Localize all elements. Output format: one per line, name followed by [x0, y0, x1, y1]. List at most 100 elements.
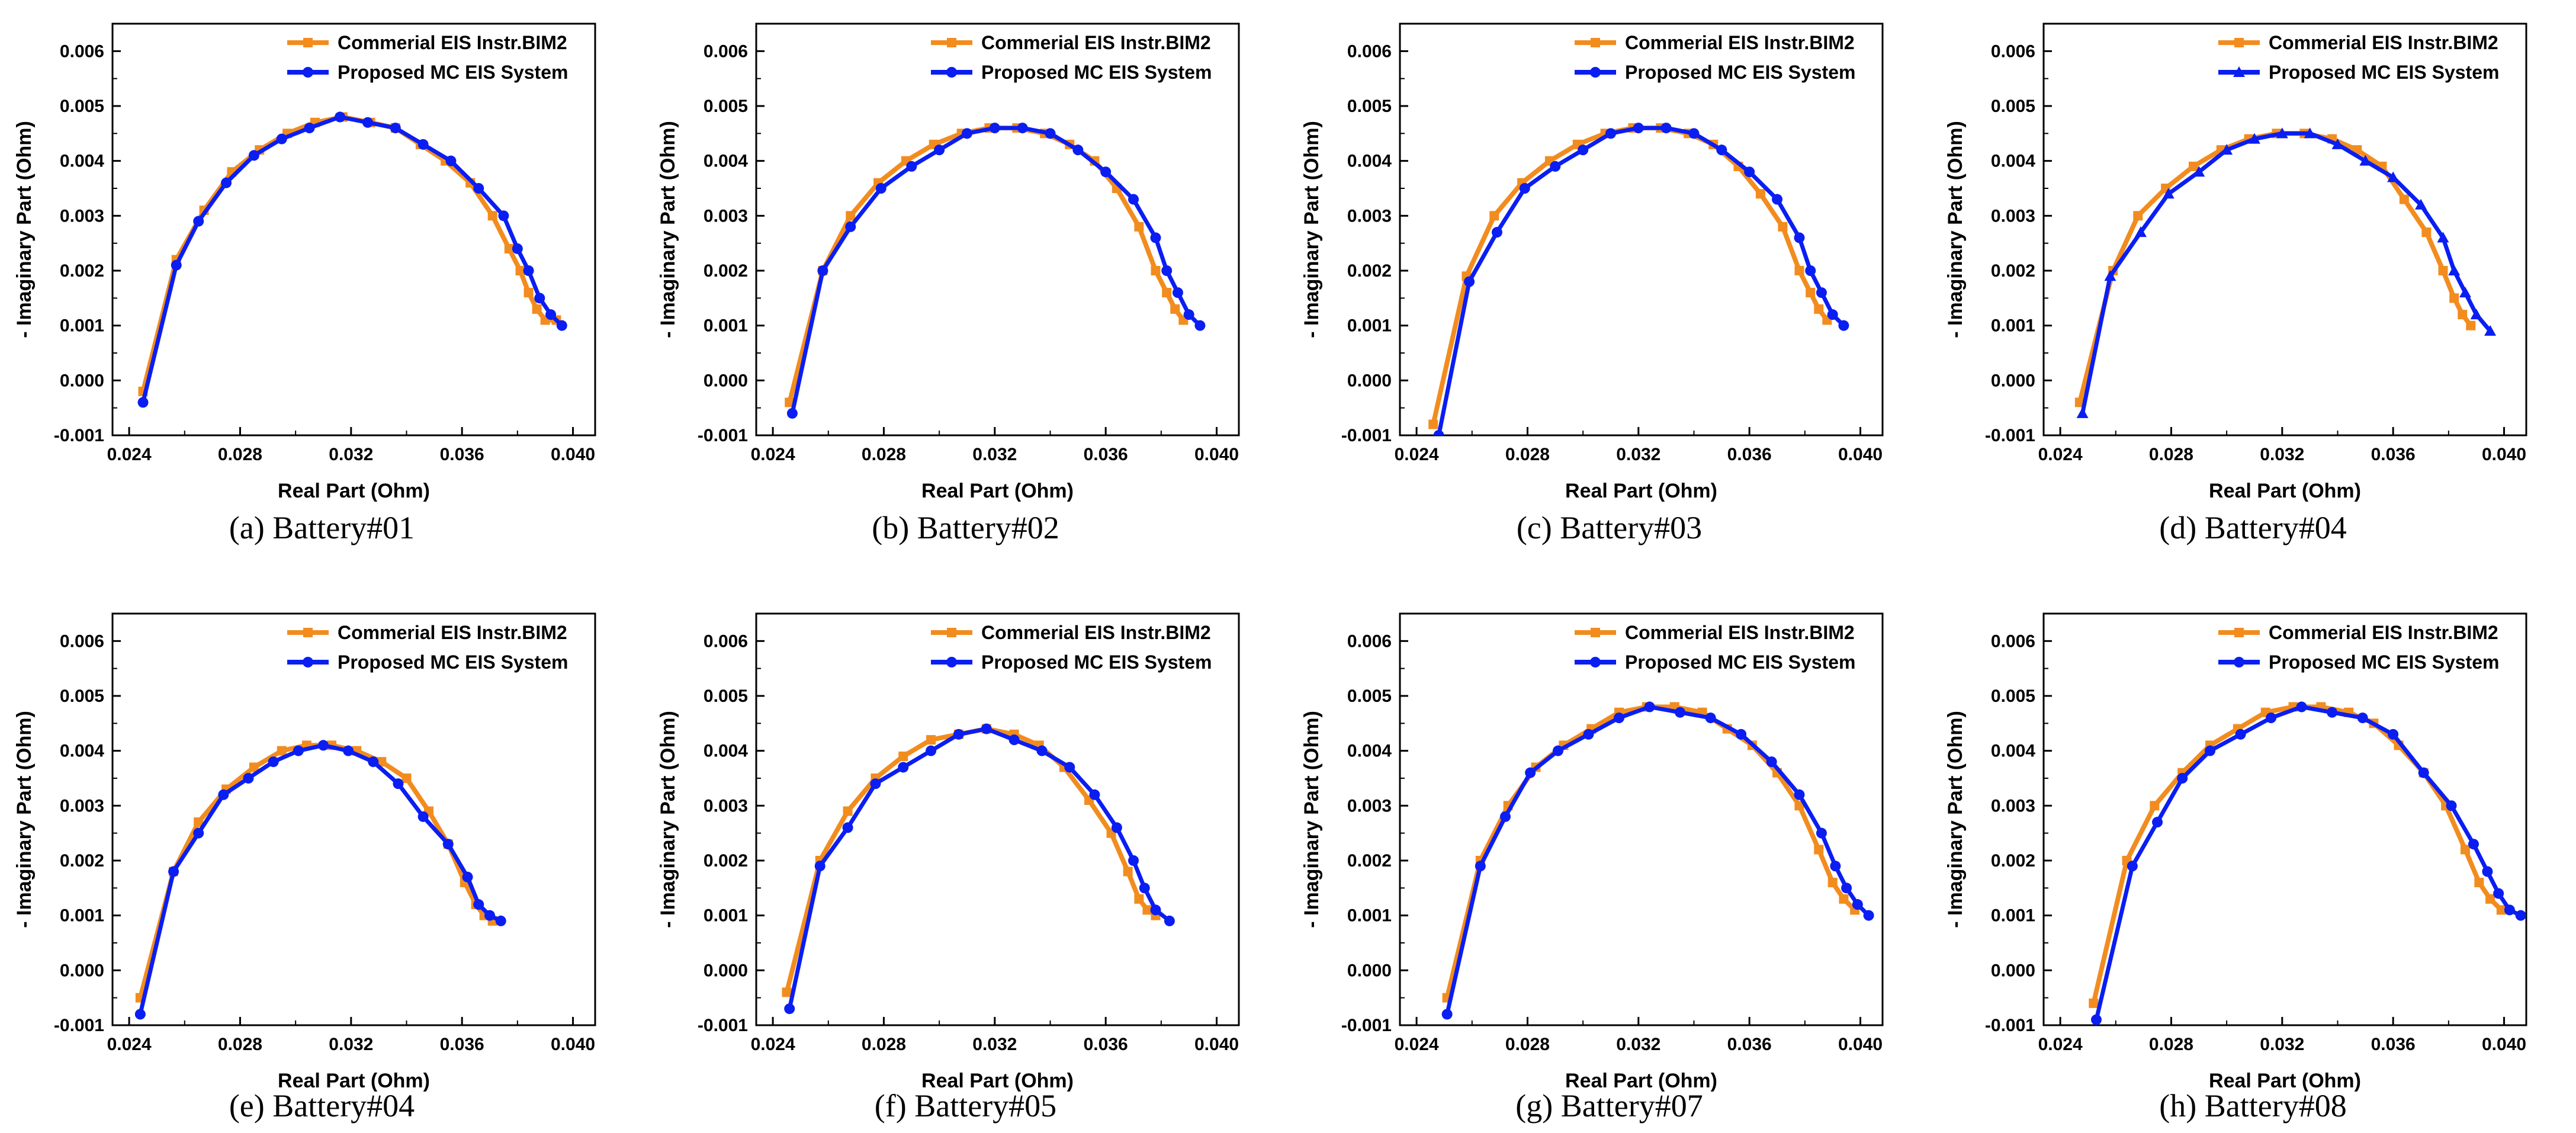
y-tick-label: 0.001 [1347, 316, 1392, 336]
data-point [2460, 845, 2470, 855]
data-point [2177, 773, 2188, 784]
legend-swatch-marker [2234, 38, 2244, 47]
chart-svg: 0.024 0.028 0.032 0.036 0.040 -0.001 0.000 0.00… [13, 612, 596, 1092]
data-point [1089, 789, 1100, 800]
y-tick-label: 0.002 [1991, 851, 2035, 871]
series-line [787, 126, 1186, 405]
data-point [1675, 707, 1686, 718]
y-tick-label: -0.001 [1341, 426, 1392, 445]
legend-label: Proposed MC EIS System [1625, 651, 1855, 673]
data-point [2418, 767, 2429, 778]
data-point [981, 723, 992, 734]
data-point [504, 243, 514, 253]
data-point [2193, 166, 2205, 177]
data-point [2496, 905, 2506, 915]
data-point [1499, 811, 1511, 822]
data-point [487, 211, 497, 221]
data-point [842, 822, 853, 833]
series-commercial [782, 724, 1161, 997]
panel-caption: (b) Battery#02 [872, 510, 1059, 545]
data-point [2331, 138, 2344, 149]
legend-swatch-marker [303, 67, 313, 78]
data-point [1794, 232, 1805, 243]
series-line [138, 743, 503, 1016]
x-tick-label: 0.024 [107, 1035, 152, 1054]
y-tick-label: 0.002 [704, 261, 748, 281]
data-point [1852, 899, 1863, 910]
data-point [2296, 701, 2307, 712]
data-point [523, 265, 534, 276]
data-point [2448, 265, 2461, 275]
legend-label: Commerial EIS Instr.BIM2 [981, 622, 1211, 643]
x-tick-label: 0.032 [1616, 1035, 1660, 1054]
data-point [221, 177, 232, 188]
x-tick-label: 0.040 [551, 445, 595, 464]
series-proposed [786, 123, 1206, 419]
data-point [2304, 127, 2316, 139]
data-point [898, 751, 908, 761]
data-point [906, 161, 917, 172]
y-tick-label: 0.001 [60, 316, 104, 336]
y-tick-label: -0.001 [698, 426, 748, 445]
y-tick-label: 0.004 [1347, 152, 1392, 171]
series-line [137, 743, 495, 1000]
series-line [790, 126, 1202, 416]
data-point [2266, 712, 2277, 724]
data-point [2276, 127, 2288, 139]
panel-caption: (a) Battery#01 [229, 510, 415, 545]
data-point [2359, 155, 2372, 166]
x-tick-label: 0.028 [2149, 1035, 2193, 1054]
y-tick-label: 0.004 [1347, 742, 1392, 761]
x-axis-title: Real Part (Ohm) [1565, 480, 1717, 502]
chart-svg: 0.024 0.028 0.032 0.036 0.040 -0.001 0.000 0.00… [657, 23, 1240, 502]
y-tick-label: 0.003 [60, 796, 104, 816]
data-point [545, 309, 557, 320]
y-tick-label: 0.006 [1991, 41, 2035, 61]
data-point [377, 757, 387, 767]
panel-caption: (d) Battery#04 [2159, 510, 2347, 545]
y-axis-title: - Imaginary Part (Ohm) [657, 121, 679, 338]
data-point [248, 150, 259, 161]
data-point [1183, 309, 1194, 320]
data-point [1464, 276, 1475, 287]
data-point [2438, 266, 2448, 275]
series-proposed [2076, 127, 2497, 418]
data-point [1772, 194, 1783, 205]
data-point [1688, 128, 1700, 139]
x-tick-label: 0.036 [1727, 1035, 1772, 1054]
series-line [140, 114, 559, 394]
data-point [1578, 145, 1589, 156]
data-point [268, 756, 279, 768]
x-tick-label: 0.040 [1194, 445, 1239, 464]
legend-label: Proposed MC EIS System [2269, 651, 2499, 673]
x-tick-label: 0.036 [1727, 445, 1772, 464]
legend-label: Proposed MC EIS System [338, 651, 568, 673]
x-tick-label: 0.032 [972, 1035, 1017, 1054]
data-point [2134, 226, 2147, 237]
x-tick-label: 0.040 [2482, 1035, 2526, 1054]
data-point [1150, 232, 1161, 243]
data-point [362, 117, 373, 128]
series-line [784, 726, 1158, 995]
data-point [1806, 288, 1816, 298]
legend-swatch-marker [303, 628, 313, 637]
x-tick-label: 0.028 [2149, 445, 2193, 464]
legend-swatch-marker [2234, 657, 2244, 667]
chart-svg: 0.024 0.028 0.032 0.036 0.040 -0.001 0.000 0.00… [13, 23, 596, 502]
data-point [2248, 133, 2260, 144]
plot-frame [2042, 23, 2527, 436]
data-point [1794, 266, 1804, 275]
data-point [926, 745, 937, 756]
data-point [445, 155, 457, 166]
data-point [1170, 304, 1180, 314]
data-point [2470, 309, 2482, 320]
data-point [1123, 866, 1133, 877]
panel-caption: (g) Battery#07 [1515, 1088, 1703, 1124]
y-tick-label: 0.001 [1991, 316, 2035, 336]
series-commercial [1428, 123, 1832, 429]
data-point [2150, 801, 2160, 811]
y-tick-label: 0.003 [704, 206, 748, 226]
y-tick-label: 0.001 [704, 906, 748, 926]
y-tick-label: 0.002 [1991, 261, 2035, 281]
data-point [335, 111, 346, 123]
